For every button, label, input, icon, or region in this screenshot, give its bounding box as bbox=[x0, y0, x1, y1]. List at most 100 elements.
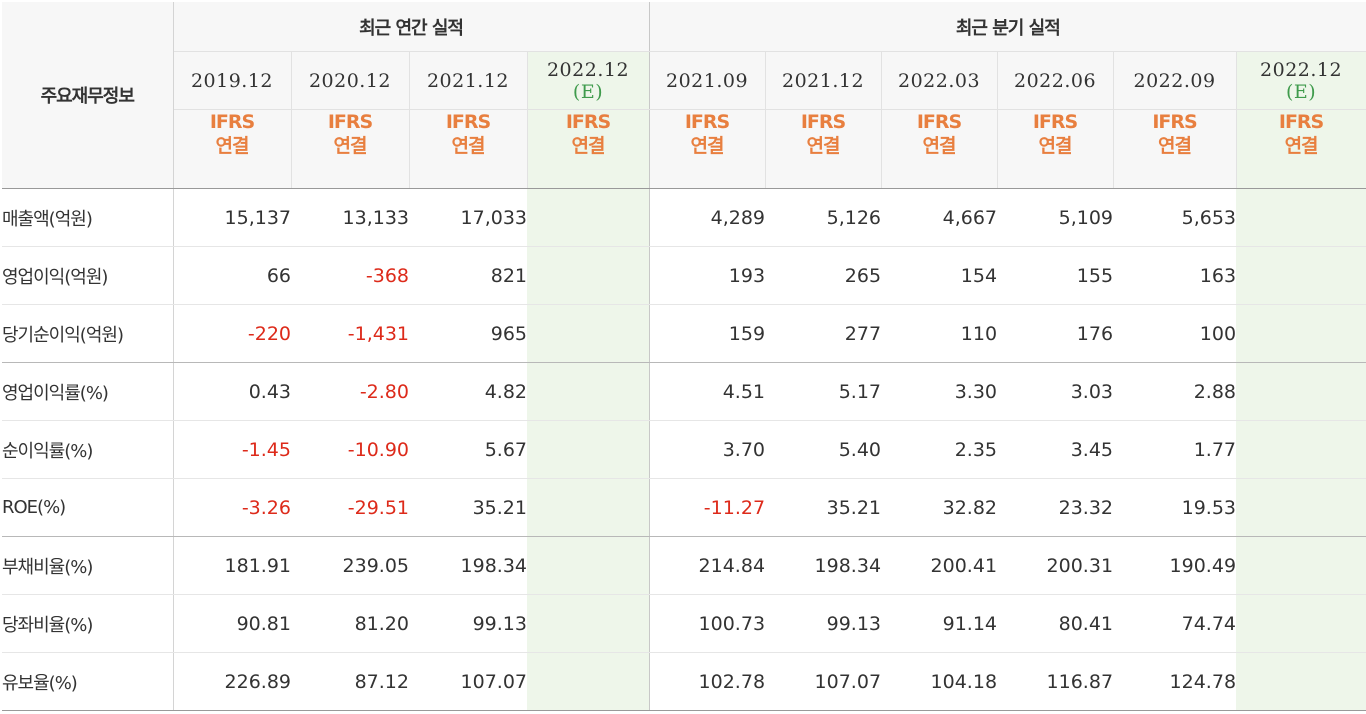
value-cell: 193 bbox=[649, 246, 766, 305]
row-label: 당기순이익(억원) bbox=[2, 304, 174, 363]
value-cell bbox=[1236, 536, 1366, 595]
row-label: 매출액(억원) bbox=[2, 188, 174, 247]
value-cell: 5.17 bbox=[765, 362, 882, 421]
header-group-row: 주요재무정보 최근 연간 실적 최근 분기 실적 bbox=[2, 2, 1366, 189]
ifrs-label: IFRS 연결 bbox=[1113, 109, 1237, 189]
value-cell: 99.13 bbox=[409, 594, 527, 653]
period-label: 2019.12 bbox=[190, 69, 274, 92]
value-cell: 176 bbox=[997, 304, 1114, 363]
ifrs-label: IFRS 연결 bbox=[409, 109, 528, 189]
period-header: 2022.09 bbox=[1113, 51, 1237, 110]
value-cell bbox=[1236, 478, 1366, 537]
value-cell: 0.43 bbox=[173, 362, 291, 421]
value-cell bbox=[1236, 304, 1366, 363]
ifrs-label: IFRS 연결 bbox=[997, 109, 1114, 189]
value-cell: 81.20 bbox=[291, 594, 409, 653]
period-header: 2021.09 bbox=[649, 51, 766, 110]
period-header: 2019.12 bbox=[173, 51, 292, 110]
ifrs-consolidated: 연결 bbox=[215, 135, 250, 157]
estimate-mark: (E) bbox=[572, 80, 604, 103]
value-cell: -368 bbox=[291, 246, 409, 305]
ifrs-label: IFRS 연결 bbox=[1236, 109, 1366, 189]
ifrs-standard: IFRS bbox=[565, 111, 611, 133]
value-cell: 5,126 bbox=[765, 188, 882, 247]
period-header: 2022.03 bbox=[881, 51, 998, 110]
ifrs-standard: IFRS bbox=[684, 111, 730, 133]
value-cell: 198.34 bbox=[765, 536, 882, 595]
value-cell: 2.88 bbox=[1113, 362, 1237, 421]
period-label: 2022.12 bbox=[1260, 58, 1343, 81]
value-cell: 17,033 bbox=[409, 188, 527, 247]
row-label: 당좌비율(%) bbox=[2, 594, 174, 653]
value-cell bbox=[527, 652, 650, 711]
period-label: 2021.12 bbox=[426, 69, 510, 92]
ifrs-standard: IFRS bbox=[800, 111, 846, 133]
value-cell: 1.77 bbox=[1113, 420, 1237, 479]
table-row: 영업이익(억원) 66 -368 821 193 265 154 155 163 bbox=[2, 246, 1366, 305]
value-cell: -1,431 bbox=[291, 304, 409, 363]
value-cell: 110 bbox=[881, 304, 998, 363]
table-row: 부채비율(%) 181.91 239.05 198.34 214.84 198.34 200… bbox=[2, 536, 1366, 595]
ifrs-consolidated: 연결 bbox=[690, 135, 725, 157]
value-cell: -2.80 bbox=[291, 362, 409, 421]
table-row: 영업이익률(%) 0.43 -2.80 4.82 4.51 5.17 3.30 3.03 2.8… bbox=[2, 362, 1366, 421]
value-cell: 226.89 bbox=[173, 652, 291, 711]
corner-label: 주요재무정보 bbox=[2, 2, 174, 189]
value-cell: 99.13 bbox=[765, 594, 882, 653]
value-cell: 90.81 bbox=[173, 594, 291, 653]
value-cell: 100.73 bbox=[649, 594, 766, 653]
period-header: 2020.12 bbox=[291, 51, 410, 110]
value-cell bbox=[1236, 188, 1366, 247]
value-cell: -3.26 bbox=[173, 478, 291, 537]
value-cell bbox=[527, 478, 650, 537]
value-cell: 19.53 bbox=[1113, 478, 1237, 537]
value-cell: 4.82 bbox=[409, 362, 527, 421]
value-cell: -29.51 bbox=[291, 478, 409, 537]
period-header: 2021.12 bbox=[409, 51, 528, 110]
value-cell: -11.27 bbox=[649, 478, 766, 537]
ifrs-consolidated: 연결 bbox=[922, 135, 957, 157]
value-cell bbox=[1236, 652, 1366, 711]
value-cell: 200.31 bbox=[997, 536, 1114, 595]
ifrs-header-row: IFRS 연결 IFRS 연결 IFRS 연결 IFRS 연결 IFRS 연결 IFRS 연결 IFRS… bbox=[2, 109, 1366, 189]
period-header: 2022.12 (E) bbox=[527, 51, 650, 110]
value-cell: 35.21 bbox=[765, 478, 882, 537]
value-cell: 3.45 bbox=[997, 420, 1114, 479]
value-cell bbox=[527, 594, 650, 653]
value-cell: 3.30 bbox=[881, 362, 998, 421]
period-label: 2022.12 bbox=[546, 58, 630, 81]
value-cell: 155 bbox=[997, 246, 1114, 305]
period-label: 2021.09 bbox=[665, 69, 749, 92]
quarterly-group-header: 최근 분기 실적 bbox=[649, 2, 1366, 52]
ifrs-label: IFRS 연결 bbox=[765, 109, 882, 189]
value-cell: 87.12 bbox=[291, 652, 409, 711]
ifrs-standard: IFRS bbox=[209, 111, 255, 133]
value-cell: 214.84 bbox=[649, 536, 766, 595]
ifrs-standard: IFRS bbox=[916, 111, 962, 133]
period-header-row: 2019.12 2020.12 2021.12 2022.12 (E) 2021.09 20… bbox=[2, 51, 1366, 110]
value-cell: 4.51 bbox=[649, 362, 766, 421]
ifrs-label: IFRS 연결 bbox=[291, 109, 410, 189]
ifrs-consolidated: 연결 bbox=[1284, 135, 1319, 157]
value-cell: 239.05 bbox=[291, 536, 409, 595]
value-cell: 154 bbox=[881, 246, 998, 305]
value-cell: 124.78 bbox=[1113, 652, 1237, 711]
annual-group-header: 최근 연간 실적 bbox=[173, 2, 650, 52]
value-cell: 100 bbox=[1113, 304, 1237, 363]
ifrs-standard: IFRS bbox=[1278, 111, 1324, 133]
value-cell: 5.67 bbox=[409, 420, 527, 479]
value-cell: 3.03 bbox=[997, 362, 1114, 421]
value-cell: 116.87 bbox=[997, 652, 1114, 711]
row-label: 부채비율(%) bbox=[2, 536, 174, 595]
value-cell: 5.40 bbox=[765, 420, 882, 479]
period-label: 2021.12 bbox=[781, 69, 865, 92]
value-cell: 3.70 bbox=[649, 420, 766, 479]
period-header: 2022.12 (E) bbox=[1236, 51, 1366, 110]
table-row: 당기순이익(억원) -220 -1,431 965 159 277 110 176 100 bbox=[2, 304, 1366, 363]
ifrs-consolidated: 연결 bbox=[333, 135, 368, 157]
value-cell bbox=[1236, 246, 1366, 305]
ifrs-label: IFRS 연결 bbox=[173, 109, 292, 189]
value-cell bbox=[527, 536, 650, 595]
period-label: 2022.09 bbox=[1133, 69, 1216, 92]
